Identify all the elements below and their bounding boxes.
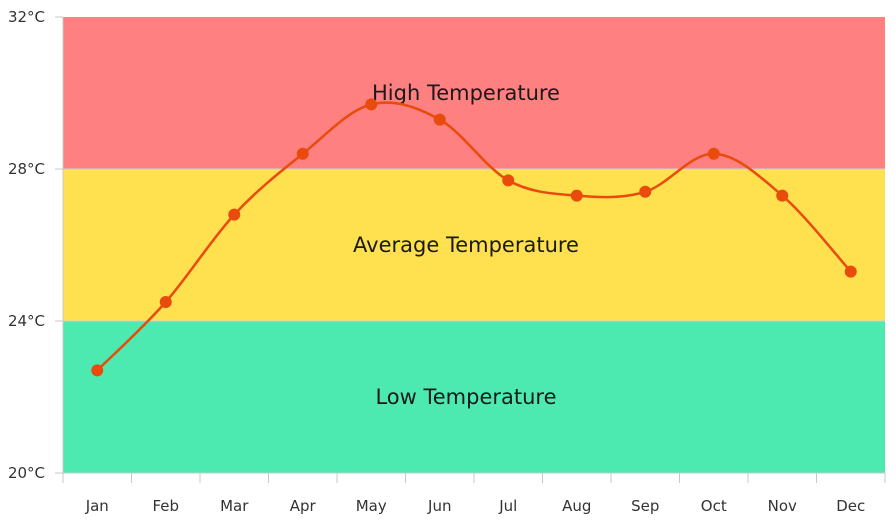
series-group xyxy=(91,98,857,377)
x-tick-label-0: Jan xyxy=(85,497,109,515)
x-tick-label-5: Jun xyxy=(427,497,451,515)
band-group xyxy=(63,17,885,473)
band-label-1: Average Temperature xyxy=(353,233,579,257)
x-tick-label-8: Sep xyxy=(631,497,659,515)
x-tick-label-1: Feb xyxy=(152,497,179,515)
y-tick-label-2: 28°C xyxy=(8,160,45,178)
data-point-apr xyxy=(296,147,309,160)
x-tick-label-6: Jul xyxy=(498,497,517,515)
data-point-nov xyxy=(776,189,789,202)
data-point-dec xyxy=(844,265,857,278)
data-point-may xyxy=(365,98,378,111)
data-point-aug xyxy=(570,189,583,202)
band-label-2: Low Temperature xyxy=(375,385,556,409)
series-line-0 xyxy=(96,101,852,372)
data-point-jan xyxy=(91,364,104,377)
band-label-0: High Temperature xyxy=(372,81,560,105)
x-tick-label-2: Mar xyxy=(220,497,249,515)
x-tick-label-10: Nov xyxy=(768,497,797,515)
x-tick-label-11: Dec xyxy=(836,497,865,515)
x-tick-label-4: May xyxy=(356,497,387,515)
band-label-group: High Temperature Average Temperature Low T… xyxy=(353,81,579,409)
y-tick-label-1: 24°C xyxy=(8,312,45,330)
data-point-mar xyxy=(228,208,241,221)
y-tick-label-0: 20°C xyxy=(8,464,45,482)
data-point-jul xyxy=(502,174,515,187)
data-point-oct xyxy=(707,147,720,160)
data-point-feb xyxy=(159,296,172,308)
y-tick-label-3: 32°C xyxy=(8,8,45,26)
x-tick-label-3: Apr xyxy=(290,497,317,515)
x-tick-label-7: Aug xyxy=(562,497,591,515)
band-0 xyxy=(63,17,885,169)
data-point-jun xyxy=(433,113,446,126)
axes-group: 20°C 24°C 28°C 32°C Jan Feb Mar Apr May Jun Jul Aug… xyxy=(8,8,886,515)
band-2 xyxy=(63,321,885,473)
x-tick-label-9: Oct xyxy=(701,497,727,515)
band-1 xyxy=(63,169,885,321)
data-point-sep xyxy=(639,185,652,198)
